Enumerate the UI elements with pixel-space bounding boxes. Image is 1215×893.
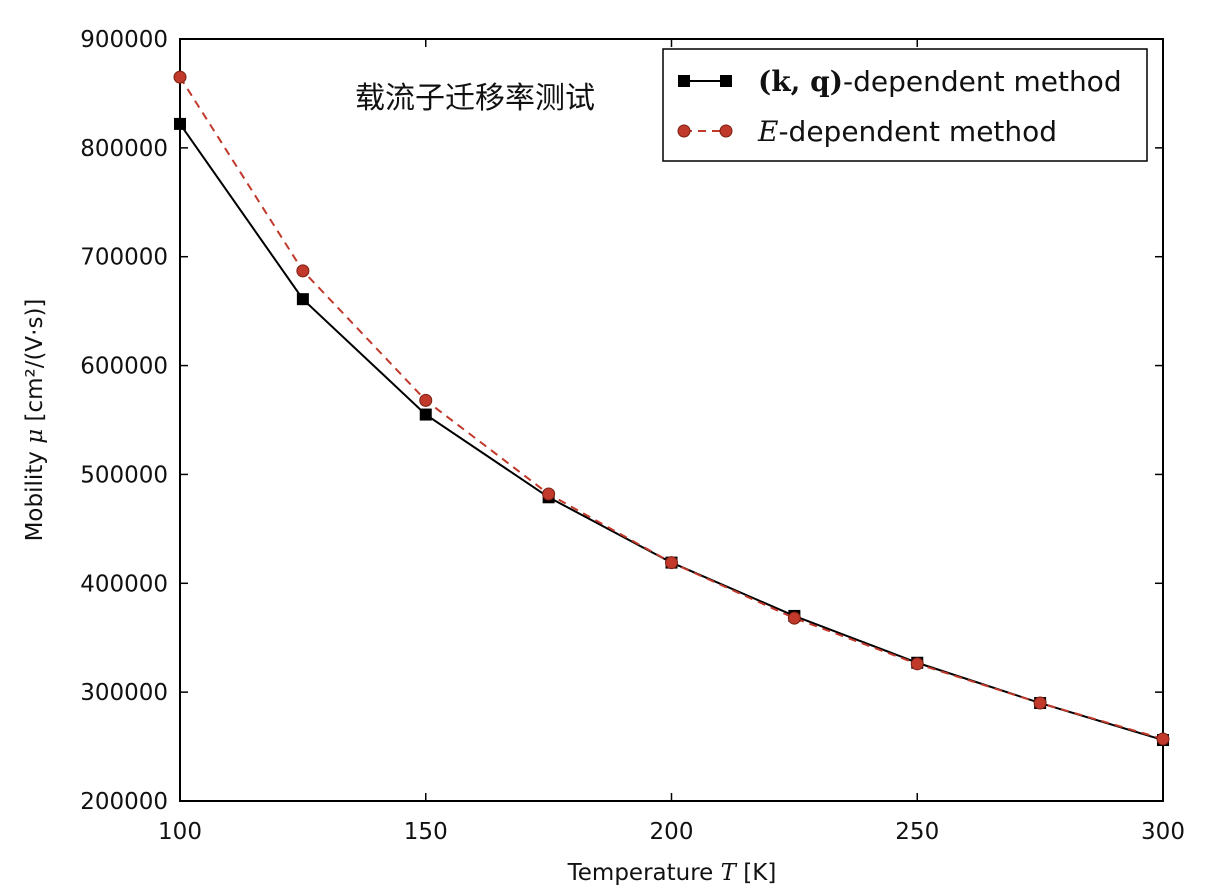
series-kq-dependent xyxy=(174,117,1169,747)
data-point-square xyxy=(174,117,186,130)
data-point-circle xyxy=(542,487,556,501)
legend-label-kq: (k, q)-dependent method xyxy=(758,65,1122,98)
legend-label-kq-math: (k, q) xyxy=(758,65,843,98)
series-e-dependent xyxy=(173,70,1170,746)
legend-marker-square xyxy=(678,75,690,87)
x-tick-label: 250 xyxy=(895,819,939,845)
data-point-circle xyxy=(665,556,678,570)
y-tick-label: 900000 xyxy=(80,27,168,53)
legend-entry-e: E-dependent method xyxy=(677,115,1057,148)
legend-label-e-math: E xyxy=(757,115,778,148)
data-point-circle xyxy=(910,657,924,671)
y-axis-label: Mobility μ [cm²/(V·s)] xyxy=(22,299,48,542)
data-point-circle xyxy=(1033,696,1047,710)
legend-marker-square xyxy=(720,75,732,87)
data-point-square xyxy=(296,293,309,306)
legend-marker-circle xyxy=(719,124,733,138)
series-line xyxy=(179,76,1164,740)
y-tick-label: 600000 xyxy=(80,354,168,380)
x-tick-label: 300 xyxy=(1141,819,1185,845)
data-point-square xyxy=(419,408,432,421)
legend: (k, q)-dependent method E-dependent meth… xyxy=(662,48,1148,162)
legend-marker-circle xyxy=(677,124,691,138)
y-axis-label-symbol: μ xyxy=(22,429,48,444)
series-line xyxy=(179,123,1164,741)
chart-title: 载流子迁移率测试 xyxy=(355,81,595,116)
x-axis-label-prefix: Temperature xyxy=(567,860,721,886)
legend-label-e-text: -dependent method xyxy=(778,115,1057,148)
data-point-circle xyxy=(419,393,433,407)
legend-entry-kq: (k, q)-dependent method xyxy=(678,65,1122,98)
data-point-circle xyxy=(787,611,801,625)
x-axis-label: Temperature T [K] xyxy=(567,860,777,886)
x-axis-ticks: 100 150 200 250 300 xyxy=(158,39,1185,845)
y-tick-label: 200000 xyxy=(80,789,168,815)
series-layer xyxy=(173,70,1170,747)
data-point-circle xyxy=(296,264,310,278)
y-tick-label: 800000 xyxy=(80,136,168,162)
legend-box xyxy=(662,48,1148,162)
y-tick-label: 700000 xyxy=(80,245,168,271)
legend-label-kq-text: -dependent method xyxy=(843,65,1122,98)
y-axis-label-prefix: Mobility xyxy=(22,444,48,542)
data-point-circle xyxy=(173,70,187,84)
x-axis-label-symbol: T xyxy=(721,860,738,886)
x-axis-label-suffix: [K] xyxy=(736,860,776,886)
y-tick-label: 300000 xyxy=(80,680,168,706)
x-tick-label: 200 xyxy=(650,819,694,845)
y-axis-ticks: 200000 300000 400000 500000 600000 700000 8000… xyxy=(80,27,1163,815)
x-tick-label: 150 xyxy=(404,819,448,845)
y-tick-label: 500000 xyxy=(80,462,168,488)
y-axis-label-suffix: [cm²/(V·s)] xyxy=(22,299,48,429)
legend-label-e: E-dependent method xyxy=(757,115,1057,148)
data-point-circle xyxy=(1156,732,1170,746)
y-tick-label: 400000 xyxy=(80,571,168,597)
x-tick-label: 100 xyxy=(158,819,202,845)
